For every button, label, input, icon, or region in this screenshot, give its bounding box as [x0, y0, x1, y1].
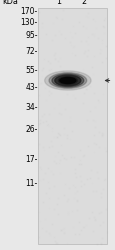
Ellipse shape: [51, 74, 83, 87]
Text: 34-: 34-: [25, 104, 37, 112]
Bar: [38, 8, 106, 244]
Text: 170-: 170-: [20, 8, 37, 16]
Ellipse shape: [44, 71, 90, 90]
Text: 43-: 43-: [25, 84, 37, 92]
Text: 2: 2: [80, 0, 85, 6]
Text: 26-: 26-: [25, 125, 37, 134]
Text: 1: 1: [56, 0, 61, 6]
Text: kDa: kDa: [2, 0, 18, 6]
Ellipse shape: [59, 78, 75, 84]
Ellipse shape: [49, 73, 86, 88]
Text: 11-: 11-: [25, 179, 37, 188]
Text: 95-: 95-: [25, 31, 37, 40]
Ellipse shape: [54, 75, 80, 86]
Text: 55-: 55-: [25, 66, 37, 75]
Text: 17-: 17-: [25, 155, 37, 164]
Text: 72-: 72-: [25, 47, 37, 56]
Ellipse shape: [58, 76, 77, 84]
Text: 130-: 130-: [20, 18, 37, 27]
